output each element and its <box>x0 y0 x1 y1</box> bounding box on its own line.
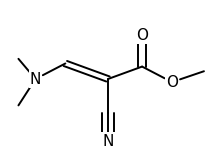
Text: N: N <box>102 134 114 149</box>
Text: O: O <box>136 28 148 43</box>
Text: O: O <box>166 75 178 90</box>
Text: N: N <box>30 72 41 86</box>
